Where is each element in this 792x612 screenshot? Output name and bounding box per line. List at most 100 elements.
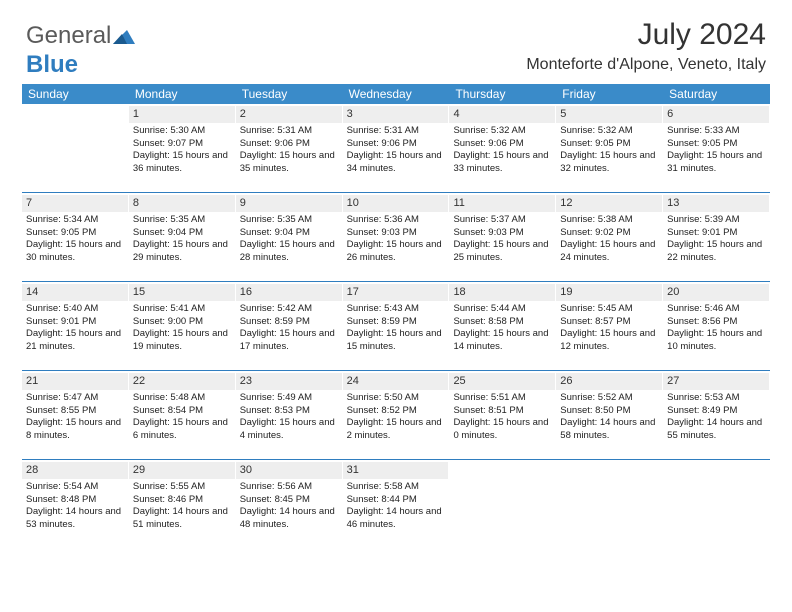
- sunrise-text: Sunrise: 5:31 AM: [240, 125, 338, 138]
- calendar-row: 28Sunrise: 5:54 AMSunset: 8:48 PMDayligh…: [22, 459, 770, 548]
- day-number: 20: [663, 284, 769, 301]
- day-number: 12: [556, 195, 662, 212]
- day-number: 14: [22, 284, 128, 301]
- daylight-text: Daylight: 15 hours and 35 minutes.: [240, 150, 338, 176]
- daylight-text: Daylight: 15 hours and 4 minutes.: [240, 417, 338, 443]
- logo: General Blue: [26, 22, 135, 79]
- calendar-cell: 23Sunrise: 5:49 AMSunset: 8:53 PMDayligh…: [236, 371, 343, 459]
- page-title: July 2024: [638, 18, 766, 52]
- calendar-cell: 1Sunrise: 5:30 AMSunset: 9:07 PMDaylight…: [129, 104, 236, 192]
- sunset-text: Sunset: 9:03 PM: [453, 227, 551, 240]
- daylight-text: Daylight: 15 hours and 33 minutes.: [453, 150, 551, 176]
- sunset-text: Sunset: 9:07 PM: [133, 138, 231, 151]
- day-number: 17: [343, 284, 449, 301]
- sunrise-text: Sunrise: 5:33 AM: [667, 125, 765, 138]
- calendar-cell: 6Sunrise: 5:33 AMSunset: 9:05 PMDaylight…: [663, 104, 770, 192]
- sunset-text: Sunset: 9:04 PM: [133, 227, 231, 240]
- logo-mark-icon: [113, 23, 135, 51]
- day-number: 4: [449, 106, 555, 123]
- daylight-text: Daylight: 14 hours and 51 minutes.: [133, 506, 231, 532]
- daylight-text: Daylight: 15 hours and 34 minutes.: [347, 150, 445, 176]
- sunrise-text: Sunrise: 5:36 AM: [347, 214, 445, 227]
- sunrise-text: Sunrise: 5:32 AM: [453, 125, 551, 138]
- day-number: 3: [343, 106, 449, 123]
- calendar-row: 1 Sunrise: 5:30 AMSunset: 9:07 PM Daylight…: [22, 104, 770, 192]
- day-number: 30: [236, 462, 342, 479]
- sunrise-text: Sunrise: 5:34 AM: [26, 214, 124, 227]
- day-number: 29: [129, 462, 235, 479]
- day-number: 8: [129, 195, 235, 212]
- calendar-cell: 25Sunrise: 5:51 AMSunset: 8:51 PMDayligh…: [449, 371, 556, 459]
- sunset-text: Sunset: 9:04 PM: [240, 227, 338, 240]
- sunset-text: Sunset: 8:59 PM: [240, 316, 338, 329]
- weekday-header: Tuesday: [236, 84, 343, 104]
- daylight-text: Daylight: 15 hours and 15 minutes.: [347, 328, 445, 354]
- calendar-cell: 18Sunrise: 5:44 AMSunset: 8:58 PMDayligh…: [449, 282, 556, 370]
- day-number: 28: [22, 462, 128, 479]
- sunrise-text: Sunrise: 5:40 AM: [26, 303, 124, 316]
- sunrise-text: Sunrise: 5:38 AM: [560, 214, 658, 227]
- calendar-cell: 24Sunrise: 5:50 AMSunset: 8:52 PMDayligh…: [343, 371, 450, 459]
- day-number: 24: [343, 373, 449, 390]
- logo-text-1: General: [26, 22, 111, 49]
- weekday-header: Wednesday: [343, 84, 450, 104]
- calendar-row: 7Sunrise: 5:34 AMSunset: 9:05 PMDaylight…: [22, 192, 770, 281]
- day-number: 13: [663, 195, 769, 212]
- calendar-cell: 17Sunrise: 5:43 AMSunset: 8:59 PMDayligh…: [343, 282, 450, 370]
- sunset-text: Sunset: 8:58 PM: [453, 316, 551, 329]
- calendar-cell: 22Sunrise: 5:48 AMSunset: 8:54 PMDayligh…: [129, 371, 236, 459]
- daylight-text: Daylight: 15 hours and 0 minutes.: [453, 417, 551, 443]
- sunrise-text: Sunrise: 5:45 AM: [560, 303, 658, 316]
- sunrise-text: Sunrise: 5:35 AM: [240, 214, 338, 227]
- sunset-text: Sunset: 8:55 PM: [26, 405, 124, 418]
- calendar-cell: 3 Sunrise: 5:31 AMSunset: 9:06 PMDaylight…: [343, 104, 450, 192]
- calendar-cell: 9Sunrise: 5:35 AMSunset: 9:04 PMDaylight…: [236, 193, 343, 281]
- sunrise-text: Sunrise: 5:58 AM: [347, 481, 445, 494]
- sunset-text: Sunset: 9:03 PM: [347, 227, 445, 240]
- calendar-cell: 10Sunrise: 5:36 AMSunset: 9:03 PMDayligh…: [343, 193, 450, 281]
- calendar-row: 14Sunrise: 5:40 AMSunset: 9:01 PMDayligh…: [22, 281, 770, 370]
- calendar-cell: 30Sunrise: 5:56 AMSunset: 8:45 PMDayligh…: [236, 460, 343, 548]
- sunrise-text: Sunrise: 5:30 AM: [133, 125, 231, 138]
- daylight-text: Daylight: 15 hours and 26 minutes.: [347, 239, 445, 265]
- calendar-cell: 21Sunrise: 5:47 AMSunset: 8:55 PMDayligh…: [22, 371, 129, 459]
- sunset-text: Sunset: 8:57 PM: [560, 316, 658, 329]
- logo-text-2: Blue: [26, 51, 78, 78]
- sunset-text: Sunset: 9:01 PM: [667, 227, 765, 240]
- daylight-text: Daylight: 15 hours and 14 minutes.: [453, 328, 551, 354]
- sunrise-text: Sunrise: 5:39 AM: [667, 214, 765, 227]
- sunrise-text: Sunrise: 5:31 AM: [347, 125, 445, 138]
- calendar-cell: 14 Sunrise: 5:40 AMSunset: 9:01 PMDayligh…: [22, 282, 129, 370]
- daylight-text: Daylight: 15 hours and 22 minutes.: [667, 239, 765, 265]
- daylight-text: Daylight: 15 hours and 30 minutes.: [26, 239, 124, 265]
- day-number: 1: [129, 106, 235, 123]
- daylight-text: Daylight: 14 hours and 48 minutes.: [240, 506, 338, 532]
- sunrise-text: Sunrise: 5:48 AM: [133, 392, 231, 405]
- sunset-text: Sunset: 9:01 PM: [26, 316, 124, 329]
- sunset-text: Sunset: 8:51 PM: [453, 405, 551, 418]
- day-number: 2: [236, 106, 342, 123]
- sunset-text: Sunset: 9:06 PM: [347, 138, 445, 151]
- calendar-cell: 27Sunrise: 5:53 AMSunset: 8:49 PMDayligh…: [663, 371, 770, 459]
- weekday-header: Saturday: [663, 84, 770, 104]
- sunset-text: Sunset: 8:50 PM: [560, 405, 658, 418]
- sunset-text: Sunset: 9:05 PM: [560, 138, 658, 151]
- sunrise-text: Sunrise: 5:32 AM: [560, 125, 658, 138]
- sunset-text: Sunset: 9:02 PM: [560, 227, 658, 240]
- sunrise-text: Sunrise: 5:54 AM: [26, 481, 124, 494]
- sunset-text: Sunset: 8:59 PM: [347, 316, 445, 329]
- daylight-text: Daylight: 14 hours and 55 minutes.: [667, 417, 765, 443]
- daylight-text: Daylight: 14 hours and 46 minutes.: [347, 506, 445, 532]
- calendar-cell: 13 Sunrise: 5:39 AMSunset: 9:01 PMDayligh…: [663, 193, 770, 281]
- daylight-text: Daylight: 14 hours and 53 minutes.: [26, 506, 124, 532]
- weekday-header: Sunday: [22, 84, 129, 104]
- calendar-cell: 12Sunrise: 5:38 AMSunset: 9:02 PMDayligh…: [556, 193, 663, 281]
- calendar-cell: 11Sunrise: 5:37 AMSunset: 9:03 PMDayligh…: [449, 193, 556, 281]
- calendar-header-row: Sunday Monday Tuesday Wednesday Thursday…: [22, 84, 770, 104]
- calendar-body: 1 Sunrise: 5:30 AMSunset: 9:07 PM Daylight…: [22, 104, 770, 548]
- sunset-text: Sunset: 9:06 PM: [453, 138, 551, 151]
- daylight-text: Daylight: 15 hours and 21 minutes.: [26, 328, 124, 354]
- calendar-cell: [556, 460, 663, 548]
- daylight-text: Daylight: 15 hours and 25 minutes.: [453, 239, 551, 265]
- daylight-text: Daylight: 15 hours and 32 minutes.: [560, 150, 658, 176]
